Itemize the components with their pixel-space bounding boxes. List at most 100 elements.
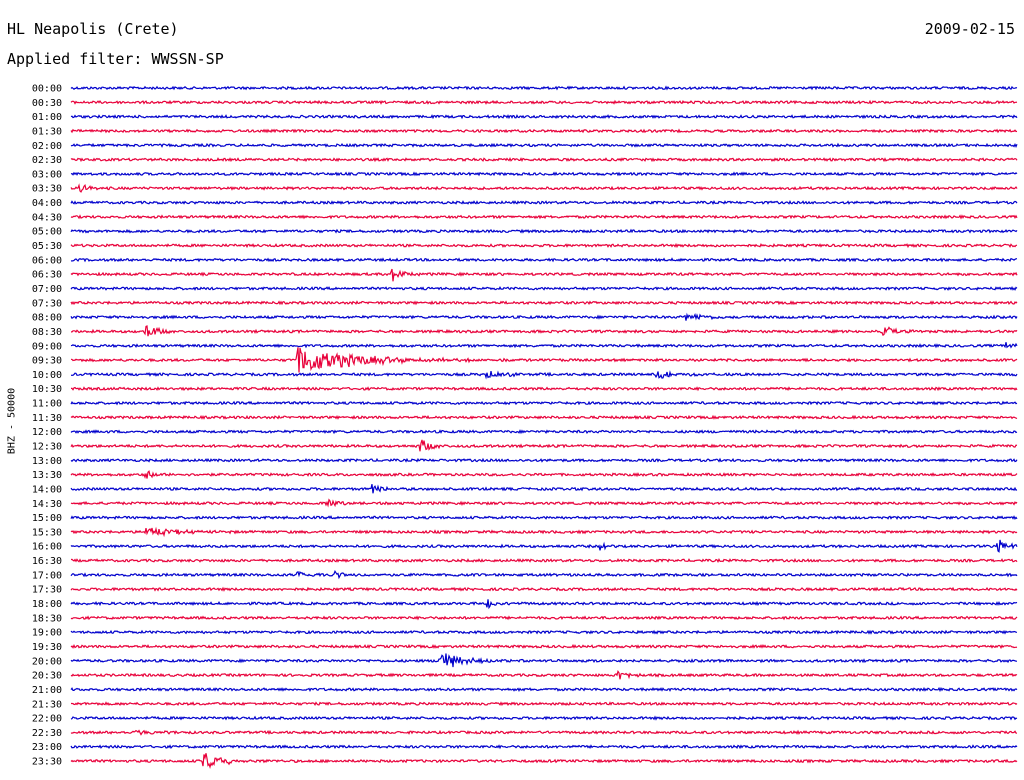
row-time-label: 00:00 <box>32 84 62 95</box>
trace-line <box>70 99 1018 105</box>
row-time-label: 16:30 <box>32 556 62 567</box>
trace-line <box>71 701 1018 707</box>
trace-line <box>70 183 1018 193</box>
row-time-label: 22:30 <box>32 728 62 739</box>
trace-line <box>70 171 1018 177</box>
trace-line <box>70 539 1018 553</box>
row-time-label: 20:30 <box>32 671 62 682</box>
row-time-label: 13:00 <box>32 456 62 467</box>
trace-line <box>70 300 1018 306</box>
row-time-label: 04:00 <box>32 198 62 209</box>
trace-line <box>71 325 1018 337</box>
trace-line <box>70 228 1018 234</box>
trace-line <box>70 428 1018 435</box>
trace-line <box>70 342 1018 349</box>
trace-line <box>70 470 1018 480</box>
trace-line <box>70 156 1018 163</box>
trace-line <box>70 142 1018 148</box>
record-date: 2009-02-15 <box>924 20 1015 38</box>
row-time-label: 13:30 <box>32 470 62 481</box>
trace-line <box>70 257 1018 263</box>
trace-line <box>70 128 1018 134</box>
trace-line <box>70 199 1018 206</box>
trace-line <box>70 484 1018 494</box>
trace-line <box>70 457 1018 463</box>
trace-line <box>70 400 1018 406</box>
trace-line <box>70 615 1018 621</box>
trace-line <box>70 586 1018 592</box>
trace-line <box>70 85 1018 91</box>
row-time-label: 03:30 <box>32 184 62 195</box>
row-time-label: 03:00 <box>32 169 62 180</box>
trace-line <box>70 599 1018 610</box>
trace-line <box>70 643 1018 650</box>
row-time-label: 06:30 <box>32 270 62 281</box>
row-time-label: 05:30 <box>32 241 62 252</box>
row-time-label: 15:30 <box>32 527 62 538</box>
row-time-label: 07:30 <box>32 298 62 309</box>
row-time-label: 09:00 <box>32 341 62 352</box>
trace-line <box>70 753 1018 770</box>
row-time-label: 10:00 <box>32 370 62 381</box>
trace-line <box>70 114 1018 120</box>
trace-line <box>71 386 1018 392</box>
row-time-label: 15:00 <box>32 513 62 524</box>
trace-line <box>70 653 1017 668</box>
row-time-label: 18:30 <box>32 613 62 624</box>
trace-line <box>70 498 1018 508</box>
row-time-label: 18:00 <box>32 599 62 610</box>
row-time-label: 19:00 <box>32 628 62 639</box>
row-time-label: 06:00 <box>32 255 62 266</box>
trace-line <box>70 370 1018 380</box>
row-time-label: 05:00 <box>32 227 62 238</box>
row-time-label: 12:00 <box>32 427 62 438</box>
row-time-label: 23:30 <box>32 757 62 768</box>
trace-line <box>70 569 1018 580</box>
trace-line <box>70 242 1018 249</box>
trace-line <box>70 670 1018 680</box>
filter-label: Applied filter: WWSSN-SP <box>7 50 224 68</box>
trace-line <box>70 286 1018 291</box>
row-time-label: 14:00 <box>32 484 62 495</box>
trace-line <box>70 439 1018 452</box>
row-time-label: 22:00 <box>32 714 62 725</box>
row-time-label: 17:00 <box>32 570 62 581</box>
row-time-label: 00:30 <box>32 98 62 109</box>
row-time-label: 04:30 <box>32 212 62 223</box>
row-time-label: 11:00 <box>32 399 62 410</box>
trace-line <box>70 526 1018 538</box>
row-time-label: 08:00 <box>32 313 62 324</box>
row-time-label: 01:00 <box>32 112 62 123</box>
trace-line <box>70 715 1018 721</box>
row-time-label: 21:00 <box>32 685 62 696</box>
station-title: HL Neapolis (Crete) <box>7 20 179 38</box>
row-time-label: 10:30 <box>32 384 62 395</box>
row-time-label: 23:00 <box>32 742 62 753</box>
row-time-label: 08:30 <box>32 327 62 338</box>
trace-line <box>70 312 1018 321</box>
row-time-label: 02:30 <box>32 155 62 166</box>
row-time-label: 07:00 <box>32 284 62 295</box>
trace-line <box>70 629 1018 635</box>
trace-line <box>70 214 1018 220</box>
trace-line <box>70 414 1018 420</box>
row-time-label: 14:30 <box>32 499 62 510</box>
trace-line <box>70 729 1018 736</box>
row-time-label: 12:30 <box>32 442 62 453</box>
row-time-label: 20:00 <box>32 656 62 667</box>
row-time-label: 17:30 <box>32 585 62 596</box>
trace-line <box>70 744 1018 750</box>
trace-line <box>70 686 1018 693</box>
trace-line <box>70 347 1018 373</box>
row-time-label: 16:00 <box>32 542 62 553</box>
row-time-label: 09:30 <box>32 356 62 367</box>
trace-line <box>70 557 1018 564</box>
row-time-label: 01:30 <box>32 126 62 137</box>
row-time-label: 19:30 <box>32 642 62 653</box>
row-time-label: 02:00 <box>32 141 62 152</box>
row-time-label: 11:30 <box>32 413 62 424</box>
trace-line <box>70 515 1018 521</box>
trace-line <box>70 268 1018 282</box>
row-time-label: 21:30 <box>32 699 62 710</box>
